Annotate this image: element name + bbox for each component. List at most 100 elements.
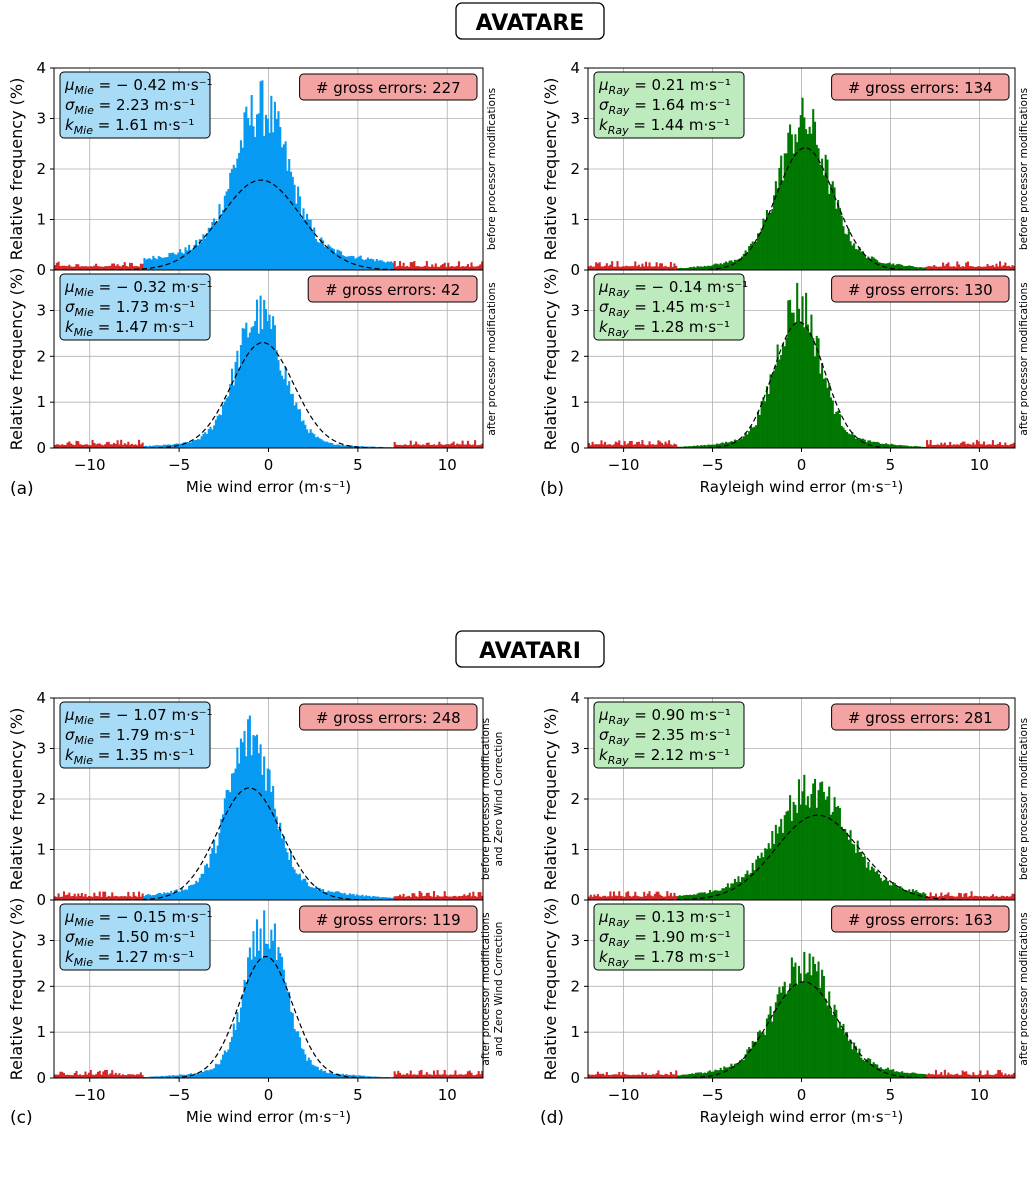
hist-bar [805, 129, 808, 270]
hist-bar [865, 867, 868, 900]
hist-bar [755, 241, 758, 270]
hist-bar [341, 444, 344, 448]
hist-bar [232, 164, 235, 270]
hist-bar [673, 892, 676, 900]
x-tick-label: −5 [168, 456, 190, 474]
hist-bar [860, 438, 863, 448]
y-tick-label: 1 [570, 211, 580, 229]
hist-bar [897, 445, 900, 448]
hist-bar [799, 322, 802, 448]
hist-bar [797, 308, 801, 448]
hist-bar [409, 440, 412, 448]
x-tick-label: 10 [970, 456, 989, 474]
hist-bar [901, 264, 904, 270]
hist-bar [205, 1070, 209, 1078]
hist-bar [366, 446, 369, 448]
hist-bar [432, 1070, 436, 1078]
hist-bar [829, 397, 833, 448]
hist-bar [612, 444, 615, 448]
hist-bar [860, 1057, 863, 1078]
hist-bar [627, 266, 630, 270]
hist-bar [913, 266, 916, 270]
hist-bar [100, 266, 103, 270]
hist-bar [682, 268, 685, 270]
hist-bar [279, 822, 282, 900]
hist-bar [856, 840, 859, 900]
hist-bar [98, 891, 101, 900]
hist-bar [164, 444, 167, 448]
histogram [588, 774, 1015, 900]
hist-bar [459, 444, 462, 448]
hist-bar [204, 1070, 207, 1078]
hist-bar [995, 1073, 998, 1078]
hist-bar [309, 1060, 312, 1078]
hist-bar [781, 180, 785, 270]
hist-bar [845, 431, 849, 448]
hist-bar [878, 1067, 881, 1078]
hist-bar [943, 894, 946, 900]
hist-bar [778, 167, 781, 270]
hist-bar [821, 363, 824, 448]
hist-bar [281, 375, 284, 448]
hist-bar [395, 1074, 398, 1078]
hist-bar [163, 444, 166, 448]
hist-bar [91, 439, 94, 448]
hist-bar [929, 266, 932, 270]
hist-bar [724, 887, 728, 900]
hist-bar [984, 266, 987, 270]
hist-bar [648, 1074, 651, 1078]
hist-bar [717, 264, 720, 270]
hist-bar [646, 893, 649, 900]
hist-bar [753, 426, 756, 448]
hist-bar [293, 184, 296, 270]
hist-bar [327, 890, 330, 900]
hist-bar [222, 404, 225, 448]
hist-bar [102, 1071, 105, 1078]
hist-bar [637, 441, 640, 448]
hist-bar [755, 859, 758, 900]
hist-bar [794, 804, 797, 900]
hist-bar [268, 132, 271, 270]
hist-bar [591, 1074, 594, 1078]
hist-bar [159, 256, 162, 270]
hist-bar [755, 1041, 758, 1078]
hist-bar [680, 895, 683, 900]
hist-bar [138, 266, 141, 270]
hist-bar [148, 445, 151, 448]
hist-bar [982, 441, 986, 448]
y-tick-label: 3 [570, 931, 580, 949]
hist-bar [910, 265, 913, 270]
hist-bar [79, 895, 82, 900]
hist-bar [350, 894, 353, 900]
hist-bar [150, 1076, 153, 1078]
hist-bar [229, 792, 232, 900]
gaussian-fit-line [588, 814, 1015, 900]
y-tick-label: 1 [570, 393, 580, 411]
hist-bar [821, 969, 824, 1078]
hist-bar [134, 444, 137, 448]
hist-bar [436, 1070, 439, 1078]
hist-bar [737, 1063, 740, 1078]
y-tick-label: 0 [36, 1069, 46, 1087]
hist-bar [298, 873, 301, 900]
hist-bar [59, 1071, 62, 1078]
hist-bar [838, 1021, 841, 1078]
hist-bar [243, 328, 246, 448]
hist-bar [229, 1042, 232, 1078]
hist-bar [209, 227, 212, 270]
hist-bar [1009, 896, 1012, 900]
hist-bar [842, 226, 845, 270]
hist-bar [774, 365, 777, 448]
hist-bar [1011, 893, 1014, 900]
hist-bar [57, 1074, 60, 1078]
hist-bar [760, 1032, 763, 1078]
hist-bar [80, 1075, 83, 1078]
hist-bar [876, 441, 879, 448]
hist-bar [472, 891, 475, 900]
hist-bar [436, 266, 439, 270]
hist-bar [457, 444, 461, 448]
hist-bar [829, 1009, 833, 1078]
hist-bar [257, 950, 260, 1078]
